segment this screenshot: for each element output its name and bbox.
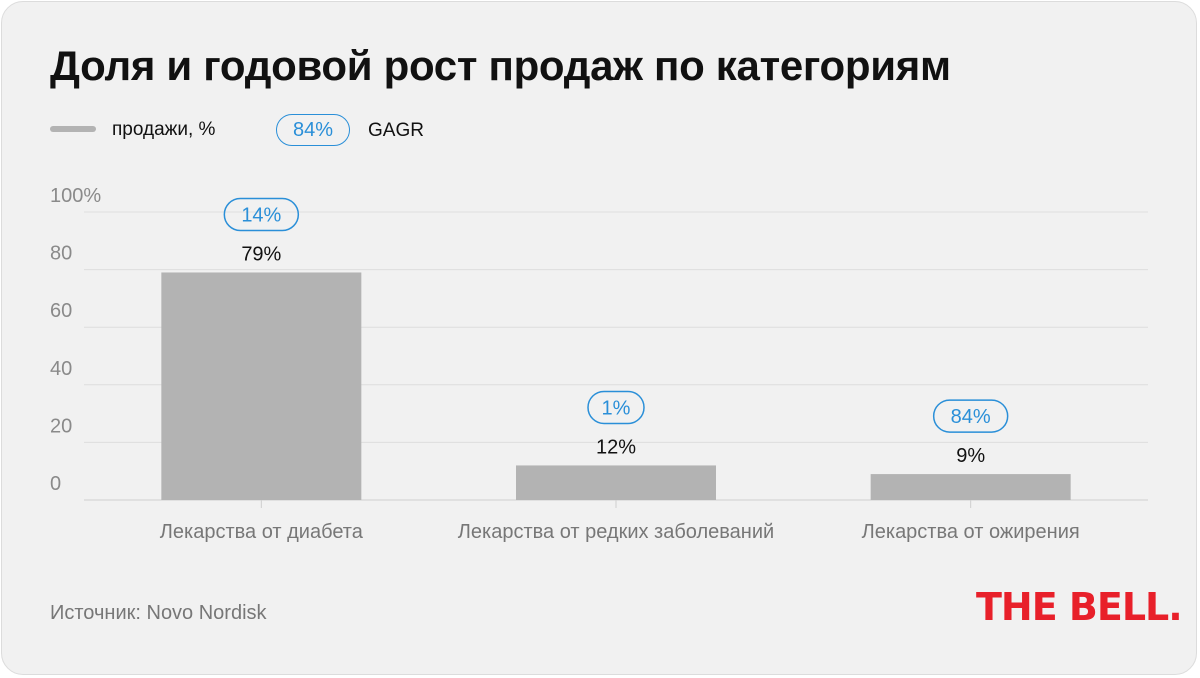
cagr-pill bbox=[223, 197, 300, 232]
cagr-label: 1% bbox=[602, 397, 631, 419]
bar-value-label: 79% bbox=[241, 243, 281, 265]
legend: продажи, % 84% GAGR bbox=[50, 114, 470, 150]
y-tick-label: 60 bbox=[50, 300, 72, 322]
legend-cagr-label: GAGR bbox=[368, 120, 424, 141]
legend-sales-swatch bbox=[50, 126, 96, 132]
y-tick-label: 100% bbox=[50, 185, 101, 207]
category-label: Лекарства от редких заболеваний bbox=[458, 521, 774, 543]
category-label: Лекарства от ожирения bbox=[862, 521, 1080, 543]
y-tick-label: 0 bbox=[50, 473, 61, 495]
cagr-label: 14% bbox=[241, 204, 281, 226]
y-tick-label: 80 bbox=[50, 243, 72, 265]
source-note: Источник: Novo Nordisk bbox=[50, 602, 267, 624]
cagr-pill bbox=[587, 390, 645, 425]
bar-value-label: 9% bbox=[956, 445, 985, 467]
y-tick-label: 20 bbox=[50, 415, 72, 437]
bar bbox=[161, 272, 362, 500]
legend-cagr-pill: 84% bbox=[276, 114, 350, 146]
bar bbox=[516, 465, 716, 500]
cagr-label: 84% bbox=[951, 406, 991, 428]
chart-title: Доля и годовой рост продаж по категориям bbox=[50, 42, 951, 89]
bar-value-label: 12% bbox=[596, 436, 636, 458]
legend-sales-label: продажи, % bbox=[112, 119, 216, 140]
category-label: Лекарства от диабета bbox=[160, 521, 364, 543]
the-bell-logo: THE BELL. bbox=[976, 585, 1183, 629]
y-tick-label: 40 bbox=[50, 358, 72, 380]
cagr-pill bbox=[932, 399, 1009, 433]
bar bbox=[870, 474, 1071, 500]
